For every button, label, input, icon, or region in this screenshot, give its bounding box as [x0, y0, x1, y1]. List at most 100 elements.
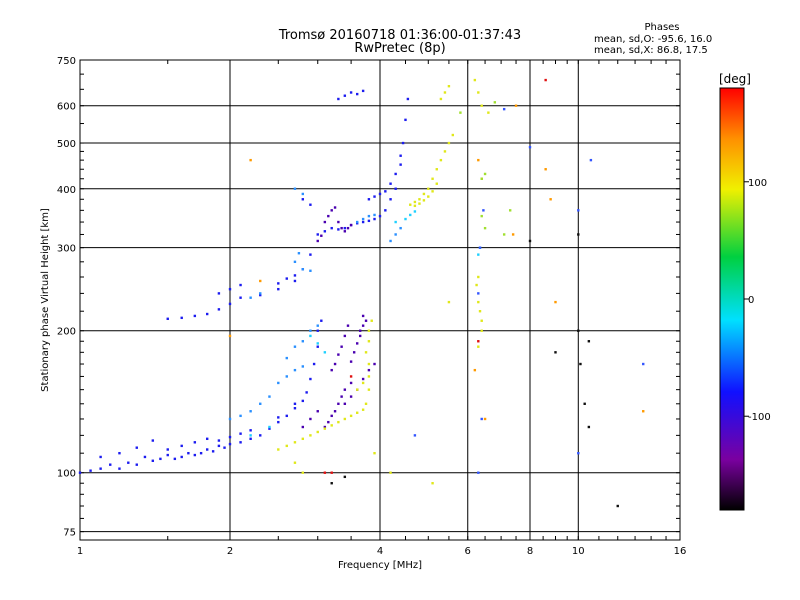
data-point — [413, 434, 417, 437]
data-point — [361, 408, 365, 411]
data-point — [316, 324, 319, 327]
data-point — [343, 402, 347, 405]
data-point — [482, 209, 485, 212]
data-point — [239, 296, 242, 299]
data-point — [193, 314, 197, 318]
data-point — [305, 391, 308, 394]
data-point — [323, 471, 327, 474]
data-point — [277, 448, 280, 451]
data-point — [477, 91, 480, 94]
data-point — [384, 209, 387, 212]
data-point — [373, 195, 376, 198]
data-point — [373, 217, 376, 221]
x-tick-label: 10 — [572, 546, 585, 557]
data-point — [478, 246, 482, 249]
data-point — [337, 228, 340, 231]
data-point — [180, 444, 183, 448]
data-point — [333, 362, 337, 366]
data-point — [211, 450, 215, 453]
data-point — [480, 177, 483, 180]
data-point — [239, 283, 242, 287]
data-point — [480, 417, 483, 421]
data-point — [579, 362, 582, 366]
data-point — [349, 414, 353, 418]
data-point — [293, 441, 297, 444]
data-point — [309, 377, 312, 381]
data-point — [151, 439, 155, 442]
phase-stats-o: mean, sd,O: -95.6, 16.0 — [594, 34, 713, 45]
data-point — [439, 158, 443, 162]
data-point — [285, 414, 288, 418]
data-point — [431, 177, 434, 180]
data-point — [349, 91, 353, 94]
data-point — [473, 78, 477, 82]
data-point — [364, 319, 368, 322]
data-point — [205, 437, 209, 441]
data-point — [404, 217, 407, 221]
data-point — [389, 239, 392, 243]
data-point — [475, 283, 478, 287]
data-point — [259, 292, 262, 295]
data-point — [477, 253, 480, 256]
data-point — [340, 395, 343, 398]
data-point — [394, 233, 397, 236]
data-point — [435, 182, 438, 185]
data-point — [361, 324, 365, 327]
data-point — [327, 420, 330, 424]
data-point — [361, 377, 365, 381]
data-point — [355, 342, 359, 345]
data-point — [413, 200, 417, 204]
data-point — [316, 329, 319, 332]
data-point — [316, 342, 319, 345]
data-point — [180, 316, 183, 320]
data-point — [330, 424, 333, 427]
data-point — [173, 457, 177, 461]
data-point — [642, 362, 645, 366]
data-point — [327, 214, 330, 218]
data-point — [422, 192, 426, 196]
phases-label: Phases — [644, 22, 680, 33]
data-point — [364, 402, 368, 405]
data-point — [355, 220, 359, 224]
data-point — [473, 368, 477, 372]
data-point — [268, 425, 271, 429]
x-tick-label: 4 — [377, 546, 383, 557]
data-point — [343, 226, 347, 230]
data-point — [355, 92, 359, 96]
data-point — [477, 345, 480, 348]
data-point — [394, 220, 397, 224]
data-point — [364, 351, 368, 354]
data-point — [99, 467, 102, 470]
data-point — [370, 319, 373, 322]
colorbar-tick-label: 100 — [748, 178, 767, 189]
data-point — [477, 158, 480, 162]
data-point — [477, 292, 480, 295]
data-point — [309, 334, 312, 338]
phase-stats-x: mean, sd,X: 86.8, 17.5 — [594, 45, 708, 56]
data-point — [394, 187, 397, 190]
data-point — [361, 314, 365, 318]
data-point — [323, 425, 327, 429]
data-point — [451, 133, 455, 137]
x-tick-label: 6 — [465, 546, 471, 557]
data-point — [511, 233, 515, 236]
data-point — [439, 97, 443, 101]
y-tick-label: 75 — [63, 528, 76, 539]
data-point — [205, 312, 209, 316]
data-point — [249, 434, 252, 437]
data-point — [249, 158, 252, 162]
data-point — [259, 402, 262, 405]
data-point — [406, 97, 410, 101]
data-point — [293, 368, 297, 372]
data-point — [312, 362, 316, 366]
data-point — [459, 111, 462, 114]
data-point — [508, 209, 512, 212]
data-point — [478, 310, 482, 313]
data-point — [343, 417, 347, 421]
data-point — [268, 427, 271, 430]
data-point — [431, 190, 434, 193]
data-point — [330, 471, 333, 474]
data-point — [480, 319, 483, 322]
data-point — [337, 402, 340, 405]
